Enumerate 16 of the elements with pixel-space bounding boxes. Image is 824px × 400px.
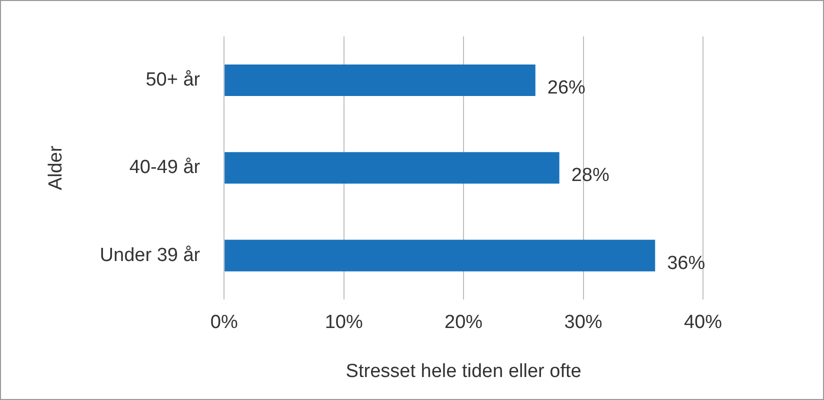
- bar: [224, 152, 560, 184]
- y-tick-label: Under 39 år: [100, 244, 201, 266]
- x-tick-label: 0%: [210, 312, 238, 334]
- x-tick-label: 30%: [564, 312, 602, 334]
- x-tick-label: 40%: [684, 312, 722, 334]
- x-tick-label: 20%: [444, 312, 483, 334]
- data-label: 36%: [667, 252, 706, 274]
- bar: [224, 240, 656, 272]
- y-tick-label: 40-49 år: [129, 157, 201, 178]
- bar: [224, 64, 536, 96]
- data-label: 26%: [547, 77, 586, 98]
- x-tick-label: 10%: [324, 312, 363, 334]
- y-tick-label: 50+ år: [146, 69, 201, 90]
- x-axis-title: Stresset hele tiden eller ofte: [346, 360, 582, 382]
- y-axis-title: Alder: [46, 145, 67, 190]
- data-label: 28%: [571, 165, 610, 186]
